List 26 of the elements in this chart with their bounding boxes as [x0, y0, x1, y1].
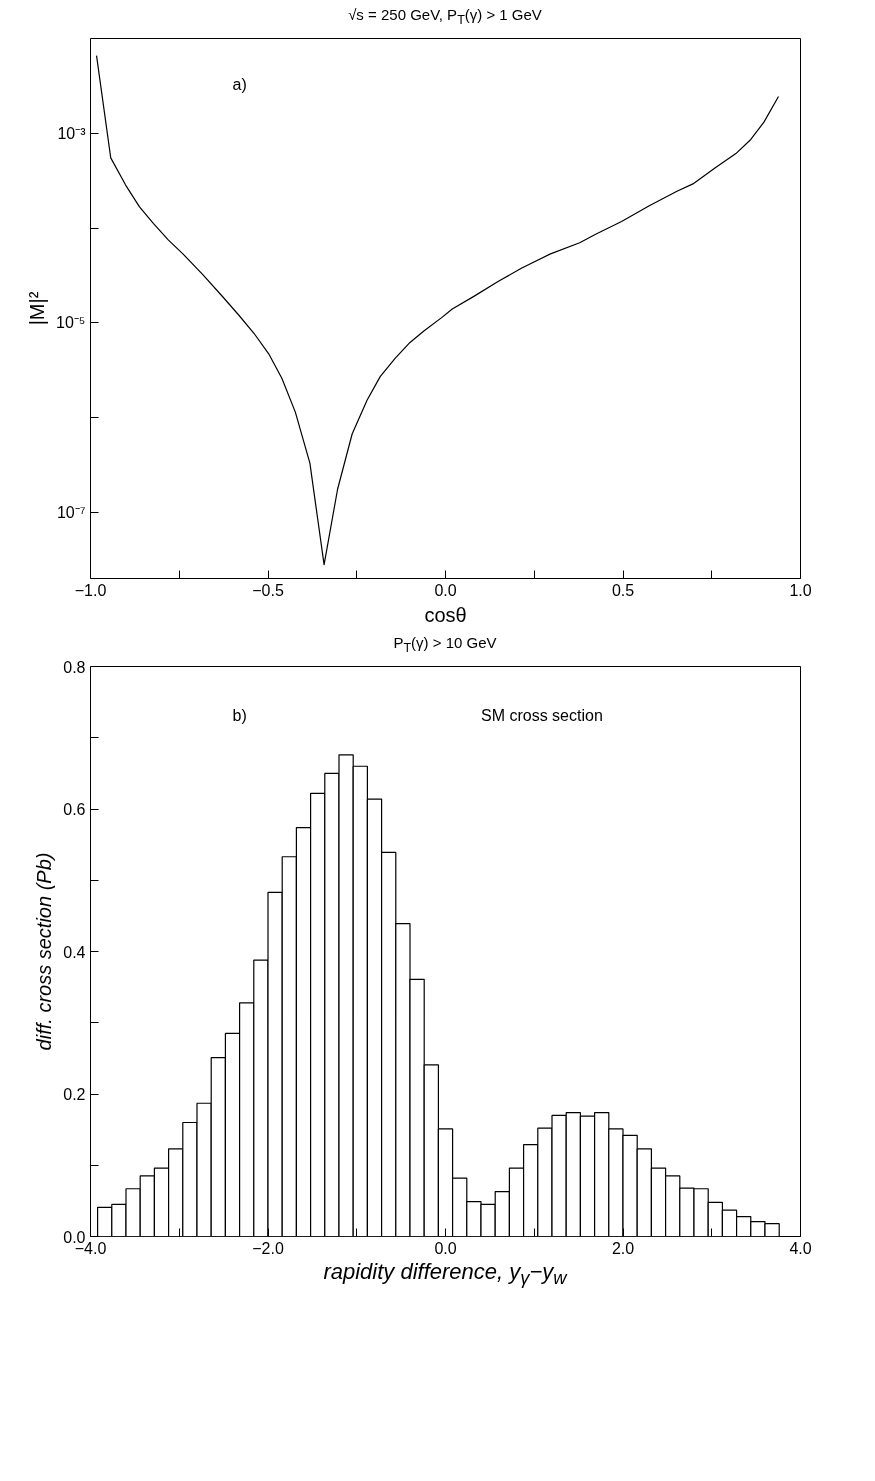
x-tick-label: 1.0 — [789, 581, 812, 599]
chart-title: √s = 250 GeV, P$_{T}$(γ) > 1 GeV — [347, 5, 543, 29]
x-tick-label: 0.0 — [434, 581, 457, 599]
annotation: SM cross section — [481, 706, 603, 724]
chart-title: P$_{T}$(γ) > 10 GeV — [392, 633, 498, 657]
x-axis-title: cosθ — [424, 603, 467, 626]
y-tick-label: 0.2 — [63, 1086, 86, 1103]
x-tick-label: 2.0 — [611, 1239, 635, 1257]
x-axis-title: rapidity difference, y$_{γ}$−y$_{w}$ — [322, 1258, 569, 1291]
y-tick-label: 10⁻⁵ — [56, 314, 86, 332]
x-tick-label: −2.0 — [252, 1239, 284, 1257]
x-tick-label: −1.0 — [74, 581, 107, 599]
x-tick-label: −0.5 — [252, 581, 284, 599]
y-tick-label: 0.8 — [63, 658, 86, 676]
y-axis-title: |M|² — [26, 291, 49, 326]
y-tick-label: 10⁻³ — [57, 124, 87, 142]
y-tick-label: 0.6 — [63, 801, 86, 818]
y-tick-label: 0.4 — [63, 943, 86, 961]
annotation: b) — [232, 706, 247, 724]
y-axis-title: diff. cross section (Pb) — [33, 852, 56, 1051]
x-tick-label: 4.0 — [789, 1239, 812, 1257]
x-tick-label: 0.5 — [611, 581, 635, 599]
y-tick-label: 10⁻⁷ — [56, 503, 86, 521]
annotation: a) — [232, 75, 247, 93]
x-tick-label: 0.0 — [434, 1239, 457, 1257]
line-series — [95, 55, 780, 566]
